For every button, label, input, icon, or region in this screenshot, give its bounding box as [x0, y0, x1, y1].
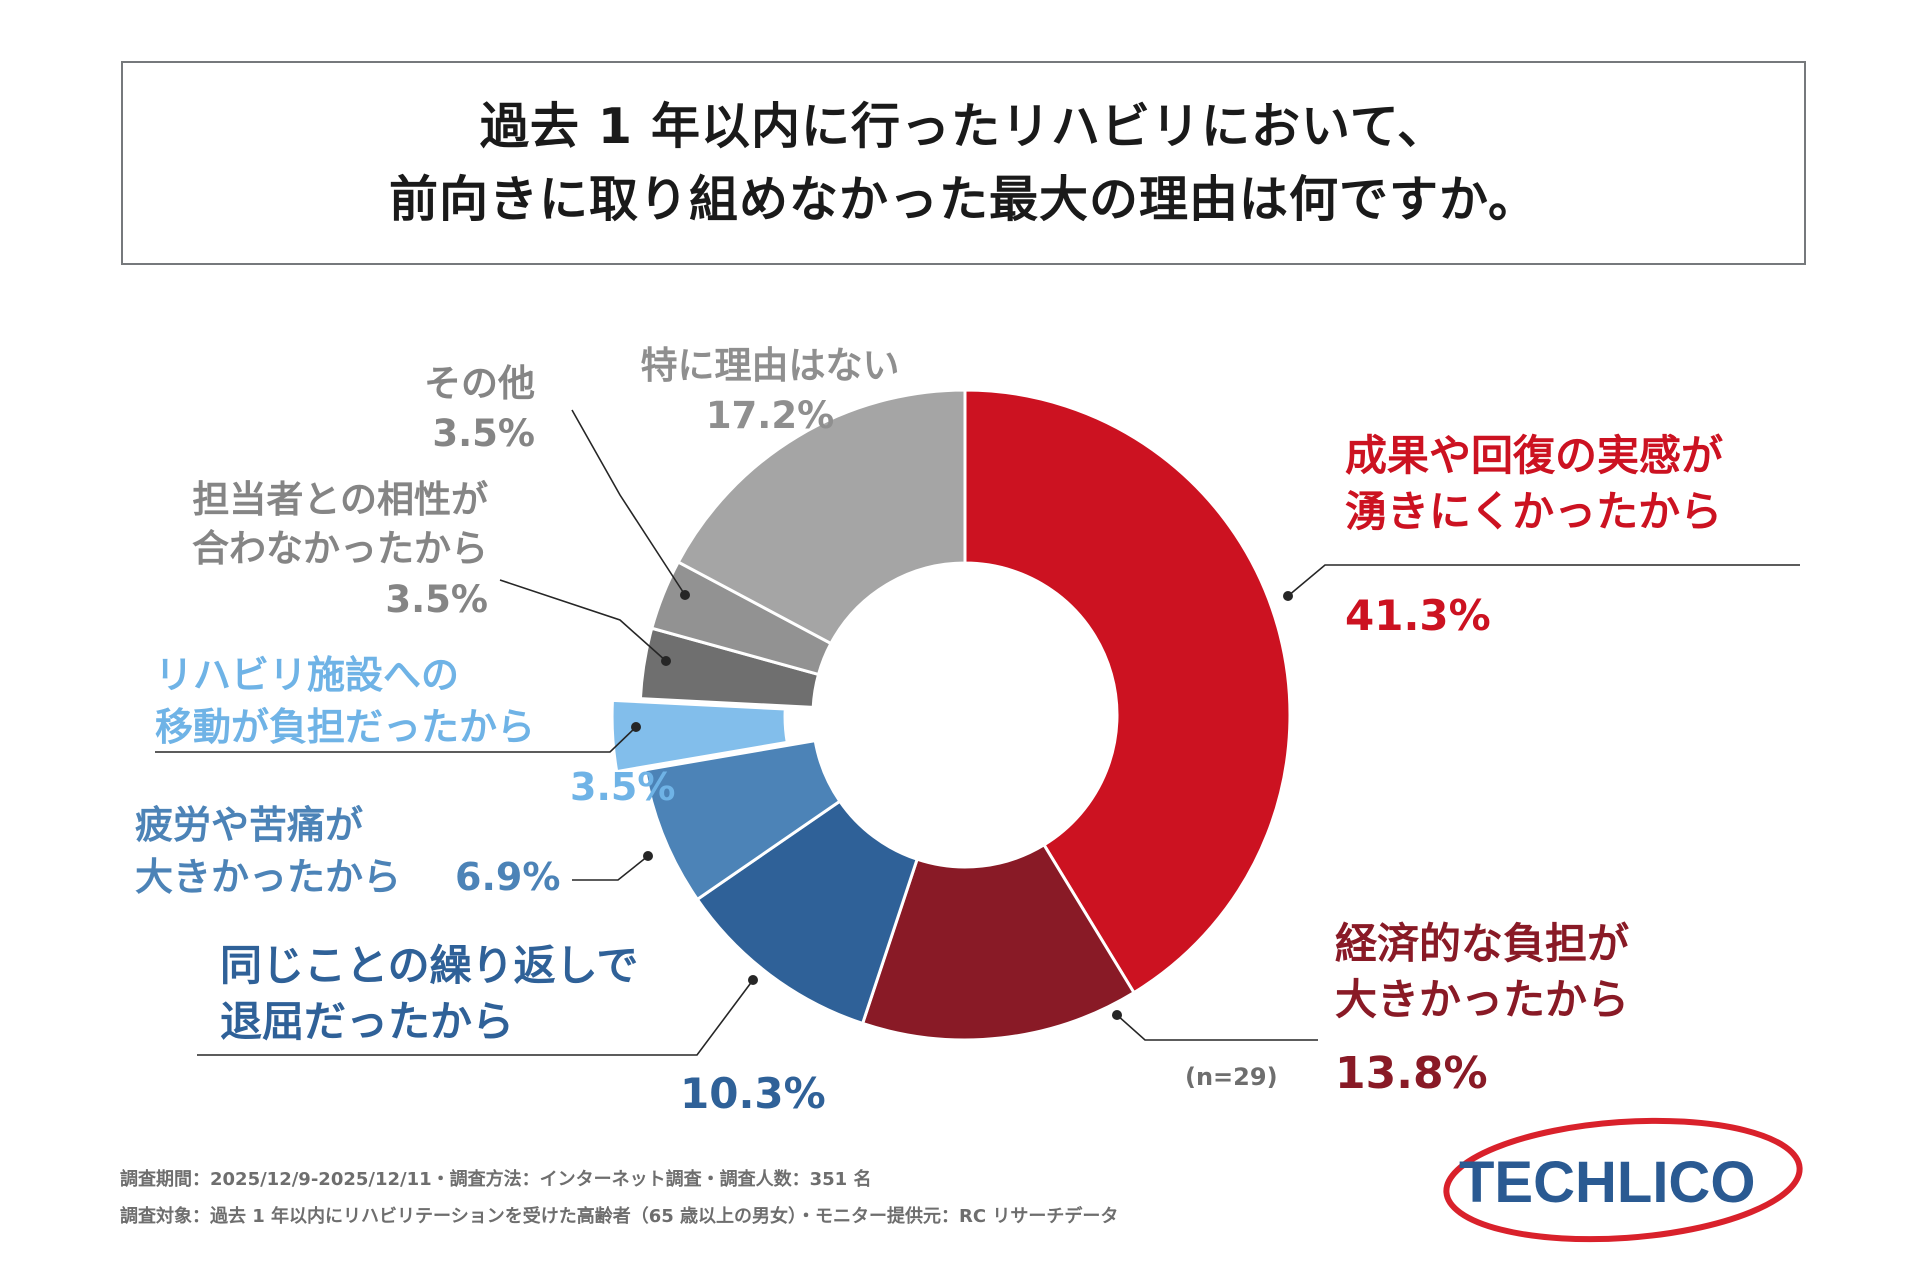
leader-line: [155, 726, 637, 753]
chart-title-line-1: 過去 1 年以内に行ったリハビリにおいて、: [479, 97, 1448, 155]
slice-label: 移動が負担だったから: [155, 705, 535, 749]
survey-footer-line-2: 調査対象：過去 1 年以内にリハビリテーションを受けた高齢者（65 歳以上の男女…: [120, 1206, 1119, 1227]
leader-dot: [631, 722, 641, 732]
donut-slice: [963, 388, 1292, 995]
leader-dot: [748, 975, 758, 985]
slice-value-label: 6.9%: [455, 855, 560, 899]
slice-value-label: 13.8%: [1335, 1048, 1488, 1099]
survey-footer-line-1: 調査期間：2025/12/9-2025/12/11・調査方法：インターネット調査…: [120, 1169, 872, 1190]
slice-value-label: 3.5%: [570, 765, 675, 809]
slice-label: 経済的な負担が: [1335, 919, 1629, 968]
slice-label: その他: [424, 362, 535, 405]
donut-chart: 成果や回復の実感が湧きにくかったから41.3%経済的な負担が大きかったから13.…: [135, 344, 1800, 1118]
slice-value-label: 17.2%: [706, 394, 834, 437]
leader-line: [1287, 564, 1800, 597]
slice-value-label: 3.5%: [432, 412, 535, 455]
leader-line: [197, 979, 754, 1056]
slice-label: 同じことの繰り返しで: [220, 941, 638, 990]
slice-value-label: 41.3%: [1345, 591, 1491, 640]
chart-title-line-2: 前向きに取り組めなかった最大の理由は何ですか。: [388, 171, 1539, 228]
slice-value-label: 10.3%: [680, 1069, 826, 1118]
slice-label: 大きかったから: [1335, 975, 1629, 1024]
slice-label: 特に理由はない: [641, 344, 900, 387]
leader-dot: [643, 851, 653, 861]
slice-label: リハビリ施設への: [155, 653, 459, 697]
sample-size-label: (n=29): [1185, 1063, 1278, 1091]
logo-text: TECHLICO: [1459, 1150, 1755, 1215]
logo-ring: [1443, 1117, 1803, 1243]
donut-slice: [695, 799, 920, 1026]
donut-slice: [676, 388, 967, 646]
leader-dot: [1112, 1010, 1122, 1020]
slice-label: 湧きにくかったから: [1345, 487, 1722, 536]
techlico-logo: TECHLICO: [1443, 1117, 1803, 1243]
slice-label: 成果や回復の実感が: [1345, 431, 1723, 480]
title-box: 過去 1 年以内に行ったリハビリにおいて、 前向きに取り組めなかった最大の理由は…: [121, 61, 1806, 265]
donut-slice: [610, 698, 789, 774]
slice-value-label: 3.5%: [385, 578, 488, 621]
leader-dot: [680, 590, 690, 600]
leader-line: [572, 855, 649, 881]
donut-slice: [860, 842, 1137, 1042]
slice-label: 合わなかったから: [192, 527, 488, 570]
leader-line: [1116, 1014, 1318, 1041]
leader-line: [571, 409, 686, 596]
slice-label: 退屈だったから: [220, 997, 514, 1046]
leader-line: [499, 579, 667, 662]
leader-dot: [1283, 591, 1293, 601]
donut-slice: [642, 738, 842, 902]
slice-label: 担当者との相性が: [192, 478, 488, 521]
leader-dot: [661, 656, 671, 666]
slice-label: 大きかったから: [135, 855, 401, 899]
slice-label: 疲労や苦痛が: [135, 803, 363, 847]
